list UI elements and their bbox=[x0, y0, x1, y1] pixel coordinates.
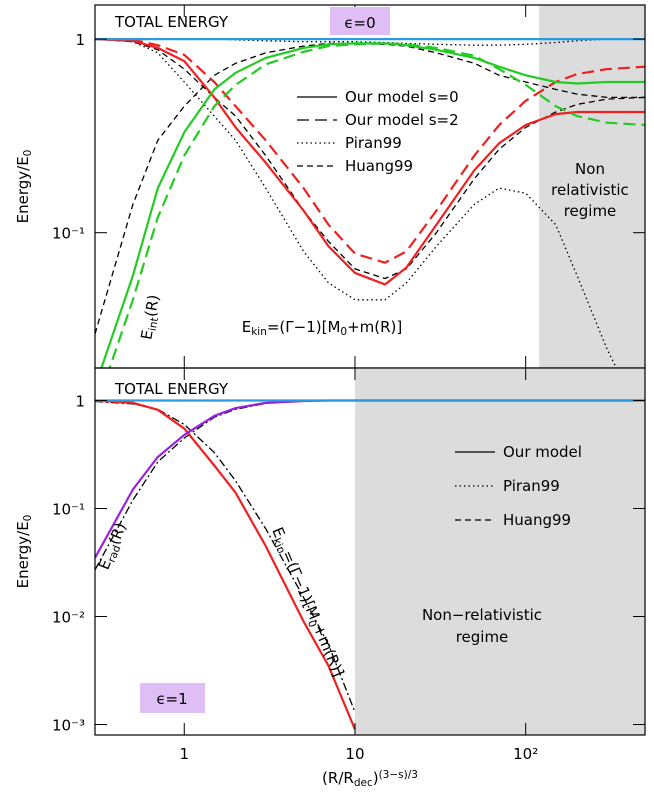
y-tick-label: 10⁻¹ bbox=[52, 225, 85, 243]
text-part: (3−s)/3 bbox=[379, 769, 418, 781]
annotation: ϵ=0 bbox=[344, 14, 375, 32]
text-part: (R) bbox=[141, 293, 163, 318]
text-part: 0 bbox=[340, 326, 347, 338]
text-part: dec bbox=[354, 777, 373, 789]
shaded-region bbox=[354, 368, 645, 735]
legend-label: Huang99 bbox=[503, 511, 571, 529]
x-tick-label: 10² bbox=[513, 745, 538, 763]
text-part: E bbox=[242, 318, 251, 336]
legend-label: Piran99 bbox=[503, 477, 560, 495]
annotation: regime bbox=[456, 628, 509, 646]
label-box bbox=[330, 7, 390, 35]
x-tick-label: 1 bbox=[179, 745, 189, 763]
text-part: Energy/E bbox=[14, 521, 32, 588]
text-part: 0 bbox=[22, 515, 34, 522]
annotation: ϵ=1 bbox=[156, 690, 187, 708]
text-part: kin bbox=[270, 537, 287, 556]
legend-label: Our model bbox=[503, 443, 582, 461]
legend-label: Huang99 bbox=[345, 157, 413, 175]
text-part: (R) bbox=[105, 520, 130, 547]
text-part: ) bbox=[373, 769, 379, 787]
x-axis-label: (R/Rdec)(3−s)/3 bbox=[322, 769, 418, 789]
curve bbox=[95, 38, 645, 264]
legend-label: Our model s=2 bbox=[345, 111, 459, 129]
y-tick-label: 1 bbox=[75, 31, 85, 49]
y-tick-label: 10⁻³ bbox=[52, 717, 85, 735]
curve bbox=[108, 42, 645, 368]
text-part: 0 bbox=[305, 619, 319, 630]
plot-frame bbox=[94, 367, 646, 736]
text-part: +m(R)] bbox=[309, 622, 347, 680]
annotation: TOTAL ENERGY bbox=[114, 380, 229, 398]
curve bbox=[95, 399, 357, 730]
annotation: TOTAL ENERGY bbox=[114, 13, 229, 31]
annotation: Non bbox=[575, 160, 605, 178]
curve bbox=[95, 38, 645, 286]
y-tick-label: 10⁻² bbox=[52, 609, 85, 627]
y-axis-label: Energy/E0 bbox=[14, 150, 34, 224]
annotation: Ekin=(Γ−1)[M0+m(R)] bbox=[242, 318, 403, 338]
text-part: Energy/E bbox=[14, 156, 32, 223]
legend-label: Piran99 bbox=[345, 134, 402, 152]
annotation: regime bbox=[564, 202, 617, 220]
curve bbox=[95, 38, 645, 46]
text-part: int bbox=[147, 316, 161, 332]
text-part: E bbox=[137, 329, 156, 341]
y-axis-label: Energy/E0 bbox=[14, 515, 34, 589]
text-part: 0 bbox=[22, 150, 34, 157]
annotation: relativistic bbox=[551, 181, 629, 199]
legend-label: Our model s=0 bbox=[345, 88, 459, 106]
text-part: kin bbox=[251, 326, 267, 338]
annotation: Ekin=(Γ−1)[M0+m(R)] bbox=[266, 525, 347, 681]
curve bbox=[95, 400, 356, 713]
curve bbox=[100, 42, 645, 368]
shaded-region bbox=[539, 5, 645, 368]
x-tick-label: 10 bbox=[345, 745, 364, 763]
curve bbox=[95, 38, 645, 280]
label-box bbox=[140, 683, 205, 713]
y-tick-label: 1 bbox=[75, 393, 85, 411]
text-part: (R/R bbox=[322, 769, 354, 787]
annotation: Non−relativistic bbox=[422, 606, 542, 624]
annotation: Eint(R) bbox=[137, 293, 165, 341]
text-part: =(Γ−1)[M bbox=[267, 318, 341, 336]
y-tick-label: 10⁻¹ bbox=[52, 501, 85, 519]
text-part: +m(R)] bbox=[347, 318, 402, 336]
